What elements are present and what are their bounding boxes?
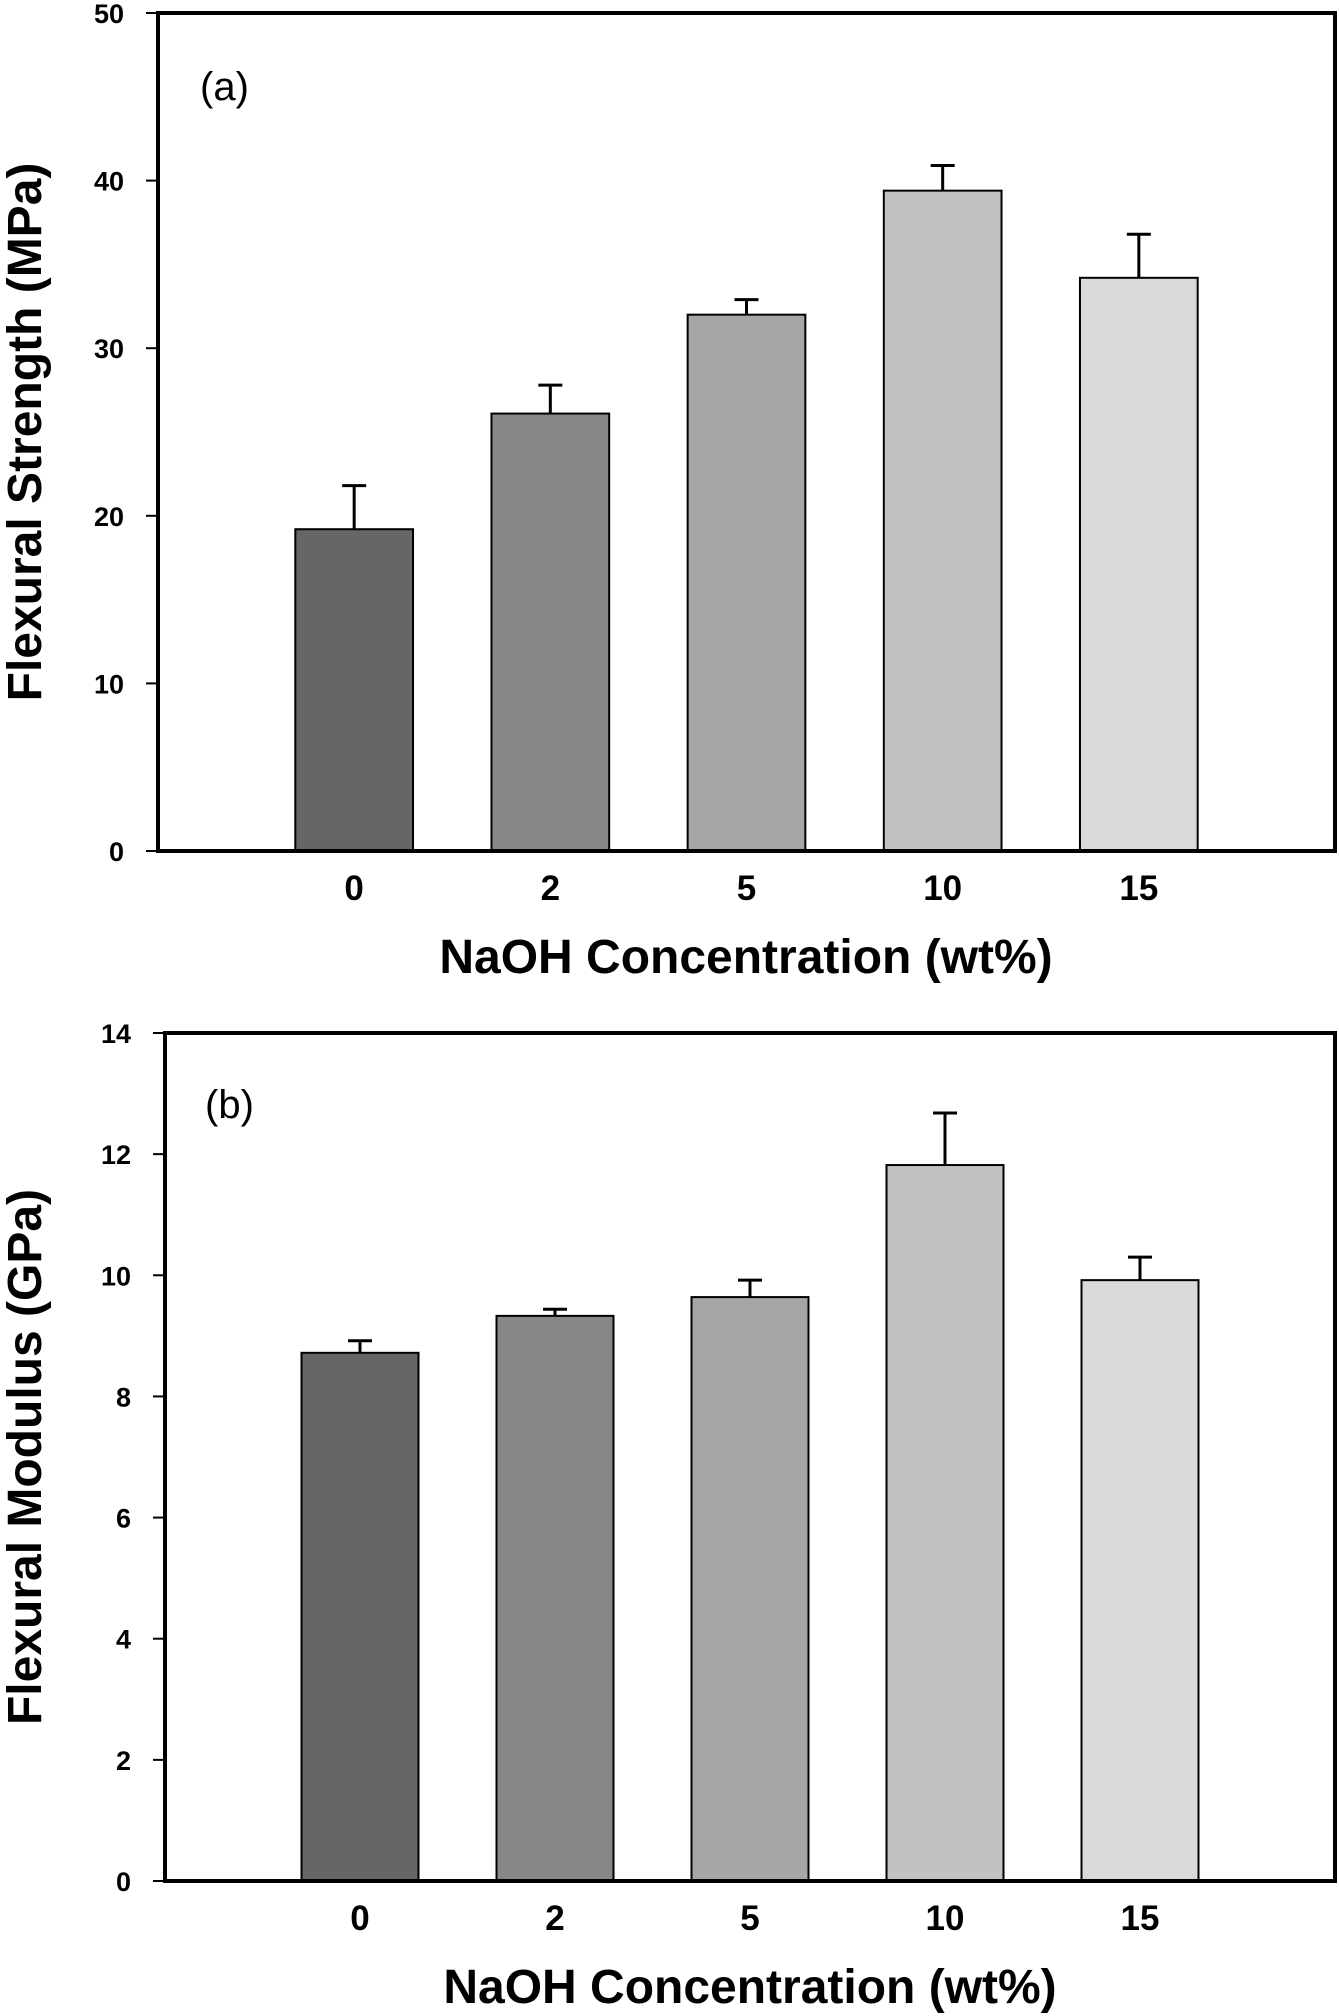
plot-frame (156, 11, 1337, 853)
x-tick-label: 0 (350, 1899, 369, 1938)
y-tick-label: 0 (116, 1867, 131, 1897)
y-tick-label: 0 (109, 837, 124, 867)
y-tick-label: 10 (94, 669, 124, 699)
panel-label-b: (b) (205, 1083, 254, 1127)
bar (686, 313, 807, 852)
bar (490, 412, 611, 852)
x-tick-label: 0 (344, 869, 363, 908)
bar (300, 1351, 420, 1882)
bar (690, 1296, 810, 1882)
panel-b: (b) NaOH Concentration (wt%) Flexural Mo… (0, 1019, 1337, 2014)
bar (1080, 1279, 1200, 1883)
panel-label-a: (a) (200, 65, 249, 109)
x-tick-label: 10 (923, 869, 962, 908)
y-tick-label: 30 (94, 334, 124, 364)
bar (1078, 276, 1199, 853)
y-tick-label: 50 (94, 0, 124, 29)
x-axis-title-a: NaOH Concentration (wt%) (439, 931, 1052, 984)
x-tick-label: 5 (737, 869, 756, 908)
y-tick-label: 14 (101, 1019, 131, 1049)
y-tick-label: 6 (116, 1504, 131, 1534)
x-tick-label: 2 (541, 869, 560, 908)
y-tick-label: 20 (94, 502, 124, 532)
x-tick-label: 5 (740, 1899, 759, 1938)
y-tick-label: 8 (116, 1382, 131, 1412)
y-axis-title-b: Flexural Modulus (GPa) (0, 1189, 52, 1725)
x-tick-label: 10 (926, 1899, 965, 1938)
x-tick-label: 15 (1119, 869, 1158, 908)
y-axis-title-a: Flexural Strength (MPa) (0, 163, 52, 702)
bar (294, 528, 415, 852)
y-tick-label: 2 (116, 1746, 131, 1776)
y-tick-label: 4 (116, 1625, 131, 1655)
x-tick-label: 15 (1121, 1899, 1160, 1938)
x-axis-title-b: NaOH Concentration (wt%) (443, 1961, 1056, 2014)
bar (885, 1164, 1005, 1882)
y-tick-label: 40 (94, 167, 124, 197)
x-tick-label: 2 (545, 1899, 564, 1938)
plot-frame (163, 1031, 1337, 1883)
panel-a: (a) NaOH Concentration (wt%) Flexural St… (0, 0, 1337, 984)
y-tick-label: 10 (101, 1261, 131, 1291)
bar (882, 189, 1003, 852)
bar (495, 1314, 615, 1882)
y-tick-label: 12 (101, 1140, 131, 1170)
